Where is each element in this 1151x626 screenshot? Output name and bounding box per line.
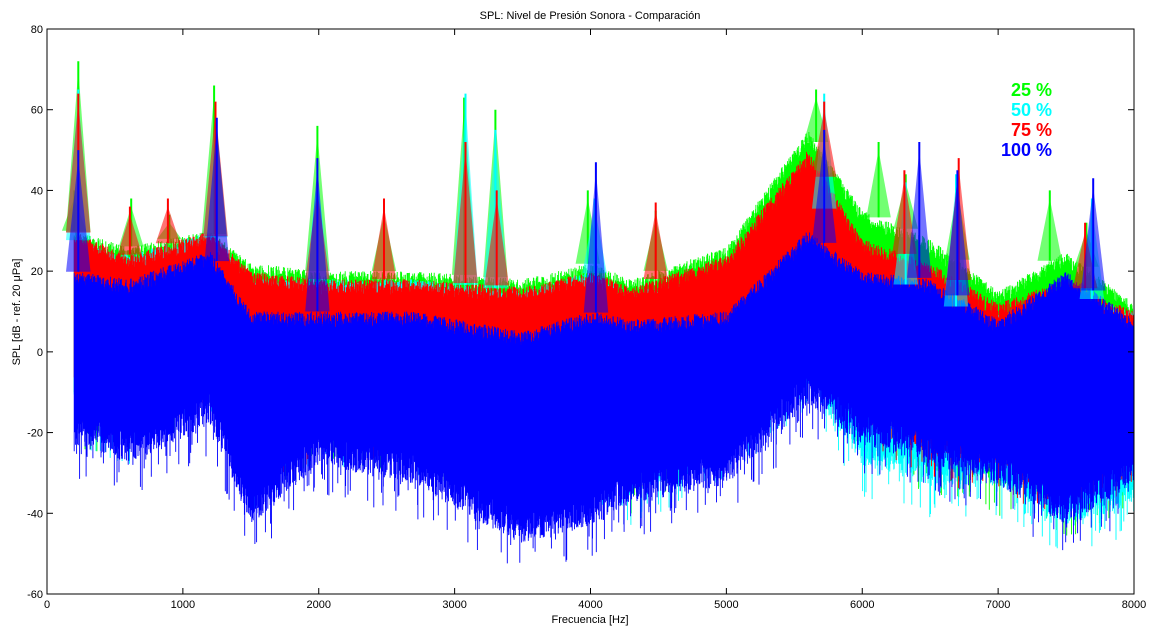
peak-body-3-8	[484, 198, 509, 286]
peak-body-4-6	[907, 150, 932, 278]
peak-body-4-7	[945, 178, 970, 296]
peak-body-4-8	[1081, 186, 1106, 291]
legend-entry-3: 75 %	[1011, 120, 1052, 140]
tick-layer: 0 1000 2000 3000 4000 5000 6000 7000 8000 -60 -40 -…	[27, 24, 1146, 611]
peak-body-3-3	[155, 206, 181, 244]
peak-body-3-9	[643, 210, 668, 279]
y-tick-label: 40	[31, 185, 43, 197]
x-tick-label: 4000	[578, 599, 602, 611]
x-tick-label: 0	[44, 599, 50, 611]
legend: 25 %50 %75 %100 %	[1001, 80, 1052, 160]
x-tick-label: 6000	[850, 599, 874, 611]
peak-body-4-3	[305, 166, 330, 312]
y-tick-label: -20	[27, 428, 43, 440]
legend-entry-4: 100 %	[1001, 140, 1052, 160]
x-tick-label: 3000	[442, 599, 466, 611]
legend-entry-1: 25 %	[1011, 80, 1052, 100]
x-tick-label: 1000	[171, 599, 195, 611]
x-tick-label: 8000	[1122, 599, 1146, 611]
x-tick-label: 2000	[307, 599, 331, 611]
chart-title: SPL: Nivel de Presión Sonora - Comparaci…	[480, 10, 701, 22]
y-tick-label: 60	[31, 105, 43, 117]
series-layer	[73, 132, 1135, 564]
peak-body-3-2	[117, 214, 143, 255]
peak-body-3-11	[892, 178, 917, 254]
y-tick-label: -40	[27, 508, 43, 520]
peak-body-1-13	[866, 150, 891, 218]
y-tick-label: 20	[31, 266, 43, 278]
peak-body-4-1	[66, 158, 91, 272]
y-axis-label: SPL [dB - ref. 20 μPa]	[11, 259, 23, 366]
peak-body-3-6	[371, 206, 397, 280]
x-tick-label: 5000	[714, 599, 738, 611]
y-tick-label: 80	[31, 24, 43, 36]
peak-body-4-2	[204, 125, 230, 262]
peak-body-4-5	[812, 138, 837, 243]
y-tick-label: 0	[37, 347, 43, 359]
legend-entry-2: 50 %	[1011, 100, 1052, 120]
peak-body-1-16	[1037, 198, 1062, 261]
x-tick-label: 7000	[986, 599, 1010, 611]
x-axis-label: Frecuencia [Hz]	[551, 614, 628, 626]
peak-body-3-7	[453, 150, 478, 283]
y-tick-label: -60	[27, 589, 43, 601]
peak-body-4-4	[583, 170, 609, 313]
series-band-4	[73, 232, 1135, 564]
peak-layer	[61, 61, 1106, 313]
